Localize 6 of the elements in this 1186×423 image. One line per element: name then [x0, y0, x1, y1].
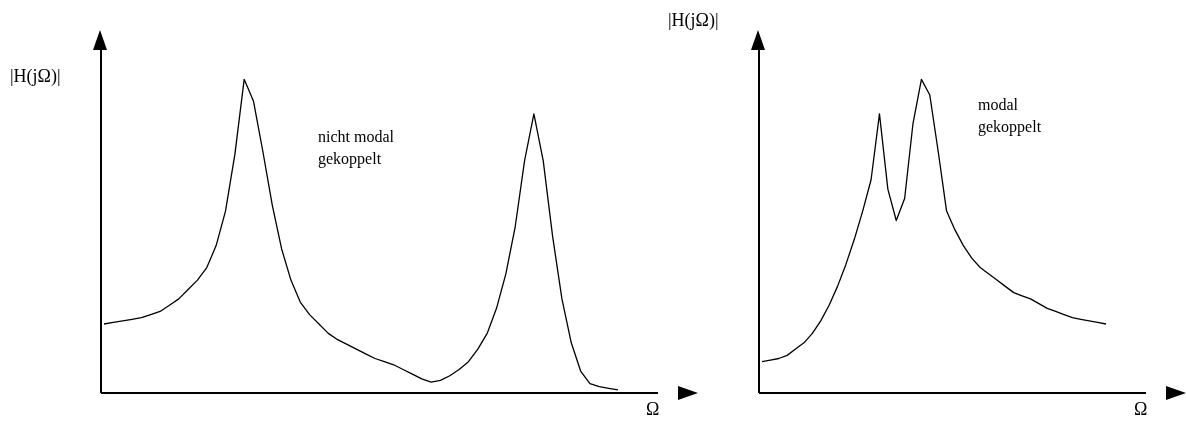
annotation: nicht modal gekoppelt: [318, 127, 395, 170]
y-axis-title: |H(jΩ)|: [668, 10, 719, 31]
annotation: modal gekoppelt: [978, 95, 1043, 138]
x-axis-title: Ω: [646, 399, 660, 420]
x-axis-title: Ω: [1134, 399, 1148, 420]
y-axis-title: |H(jΩ)|: [10, 66, 61, 87]
